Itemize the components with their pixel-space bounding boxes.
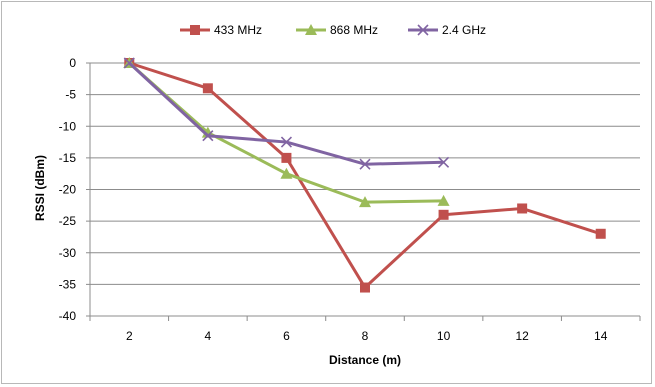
data-point — [359, 196, 371, 208]
data-point — [438, 156, 450, 168]
x-tick-label: 12 — [515, 329, 529, 343]
x-tick-label: 2 — [126, 329, 133, 343]
series-433-mhz — [124, 58, 606, 293]
x-tick-label: 8 — [362, 329, 369, 343]
legend-item: 433 MHz — [180, 23, 262, 37]
legend-item: 868 MHz — [296, 23, 378, 37]
y-tick-label: -30 — [59, 246, 77, 260]
x-tick-labels: 2 4 6 8 10 12 14 — [126, 329, 608, 343]
y-tick-label: -10 — [59, 119, 77, 133]
data-point — [202, 83, 213, 94]
y-tick-label: -15 — [59, 151, 77, 165]
data-point — [437, 194, 450, 206]
x-tick-label: 10 — [437, 329, 451, 343]
data-point — [438, 209, 449, 220]
y-tick-label: -35 — [59, 277, 77, 291]
legend-label: 2.4 GHz — [442, 23, 486, 37]
series-868-mhz — [123, 57, 450, 208]
y-tick-label: -40 — [59, 309, 77, 323]
legend-label: 433 MHz — [214, 23, 262, 37]
legend: 433 MHz 868 MHz 2.4 GHz — [180, 23, 486, 37]
data-point — [281, 152, 292, 163]
y-tick-label: -20 — [59, 183, 77, 197]
legend-swatch-marker — [190, 25, 200, 35]
data-point — [202, 130, 214, 142]
y-axis-title: RSSI (dBm) — [33, 155, 47, 221]
y-tick-label: 0 — [69, 56, 76, 70]
x-tick-label: 14 — [594, 329, 608, 343]
series-2-4-ghz — [123, 57, 450, 170]
series-line — [128, 61, 602, 290]
series-group — [123, 57, 606, 293]
x-tick-label: 4 — [205, 329, 212, 343]
y-tick-label: -5 — [65, 88, 76, 102]
data-point — [359, 158, 371, 170]
legend-item: 2.4 GHz — [408, 23, 486, 37]
data-point — [123, 57, 135, 69]
y-tick-label: -25 — [59, 214, 77, 228]
legend-label: 868 MHz — [330, 23, 378, 37]
y-tick-labels: 0 -5 -10 -15 -20 -25 -30 -35 -40 — [59, 56, 77, 323]
legend-swatch-marker — [417, 24, 429, 36]
x-tick-label: 6 — [283, 329, 290, 343]
data-point — [280, 167, 293, 179]
axes — [89, 63, 641, 321]
data-point — [360, 282, 370, 293]
data-point — [280, 136, 292, 148]
series-line — [128, 61, 444, 204]
legend-swatch-marker — [305, 24, 317, 35]
x-axis-title: Distance (m) — [329, 353, 401, 367]
data-point — [517, 203, 528, 214]
data-point — [595, 228, 606, 239]
